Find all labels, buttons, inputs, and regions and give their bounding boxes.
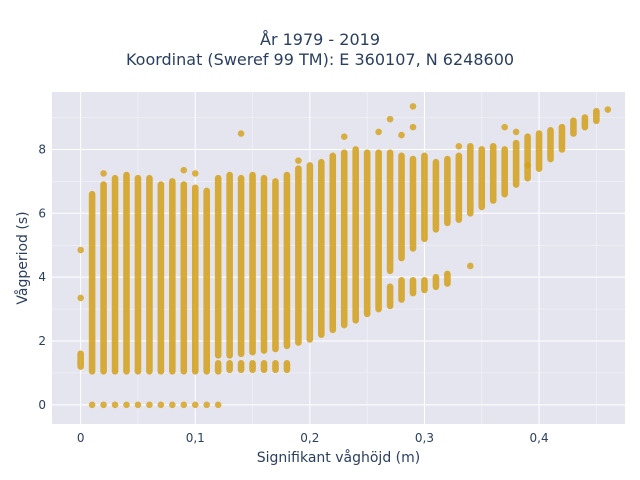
data-point [111,401,119,409]
y-tick-label: 2 [38,334,46,348]
y-axis-label: Vågperiod (s) [14,211,31,304]
x-tick-label: 0,3 [415,431,434,445]
data-point [77,246,84,254]
x-tick-label: 0,2 [300,431,319,445]
data-point [604,106,612,113]
data-point [100,170,107,177]
data-point [524,162,531,169]
x-tick-label: 0,4 [530,431,549,445]
data-point [214,401,222,409]
data-point [191,170,199,177]
chart-title-line2: Koordinat (Sweref 99 TM): E 360107, N 62… [125,50,515,69]
y-tick-label: 8 [38,142,46,156]
x-tick-label: 0,1 [186,431,205,445]
data-point [191,401,199,409]
data-point [180,401,188,409]
data-point [123,401,130,409]
data-point [134,401,142,409]
data-point [100,401,107,409]
x-tick-label: 0 [77,431,85,445]
x-axis-label: Signifikant våghöjd (m) [257,449,420,466]
data-point [455,142,463,150]
chart-title-line1: År 1979 - 2019 [260,30,380,49]
data-point [398,131,405,139]
y-tick-label: 0 [38,398,46,412]
data-point [466,262,474,270]
data-point [180,166,188,174]
data-point [237,130,245,137]
x-axis-ticks: 0 0,1 0,2 0,3 0,4 [77,431,549,445]
data-point [169,401,176,409]
data-point [501,123,508,131]
data-point [295,157,302,164]
data-point [512,128,520,136]
data-point [409,123,417,131]
data-point [77,294,84,302]
data-point [340,133,348,140]
data-point [146,401,153,409]
data-point [88,401,96,409]
y-tick-label: 6 [38,206,46,220]
data-points [77,103,612,409]
y-tick-label: 4 [38,270,46,284]
data-point [203,401,211,409]
data-point [386,115,394,123]
data-point [409,103,417,110]
y-axis-ticks: 0 2 4 6 8 [38,142,46,411]
data-point [157,401,165,409]
data-point [375,128,382,136]
